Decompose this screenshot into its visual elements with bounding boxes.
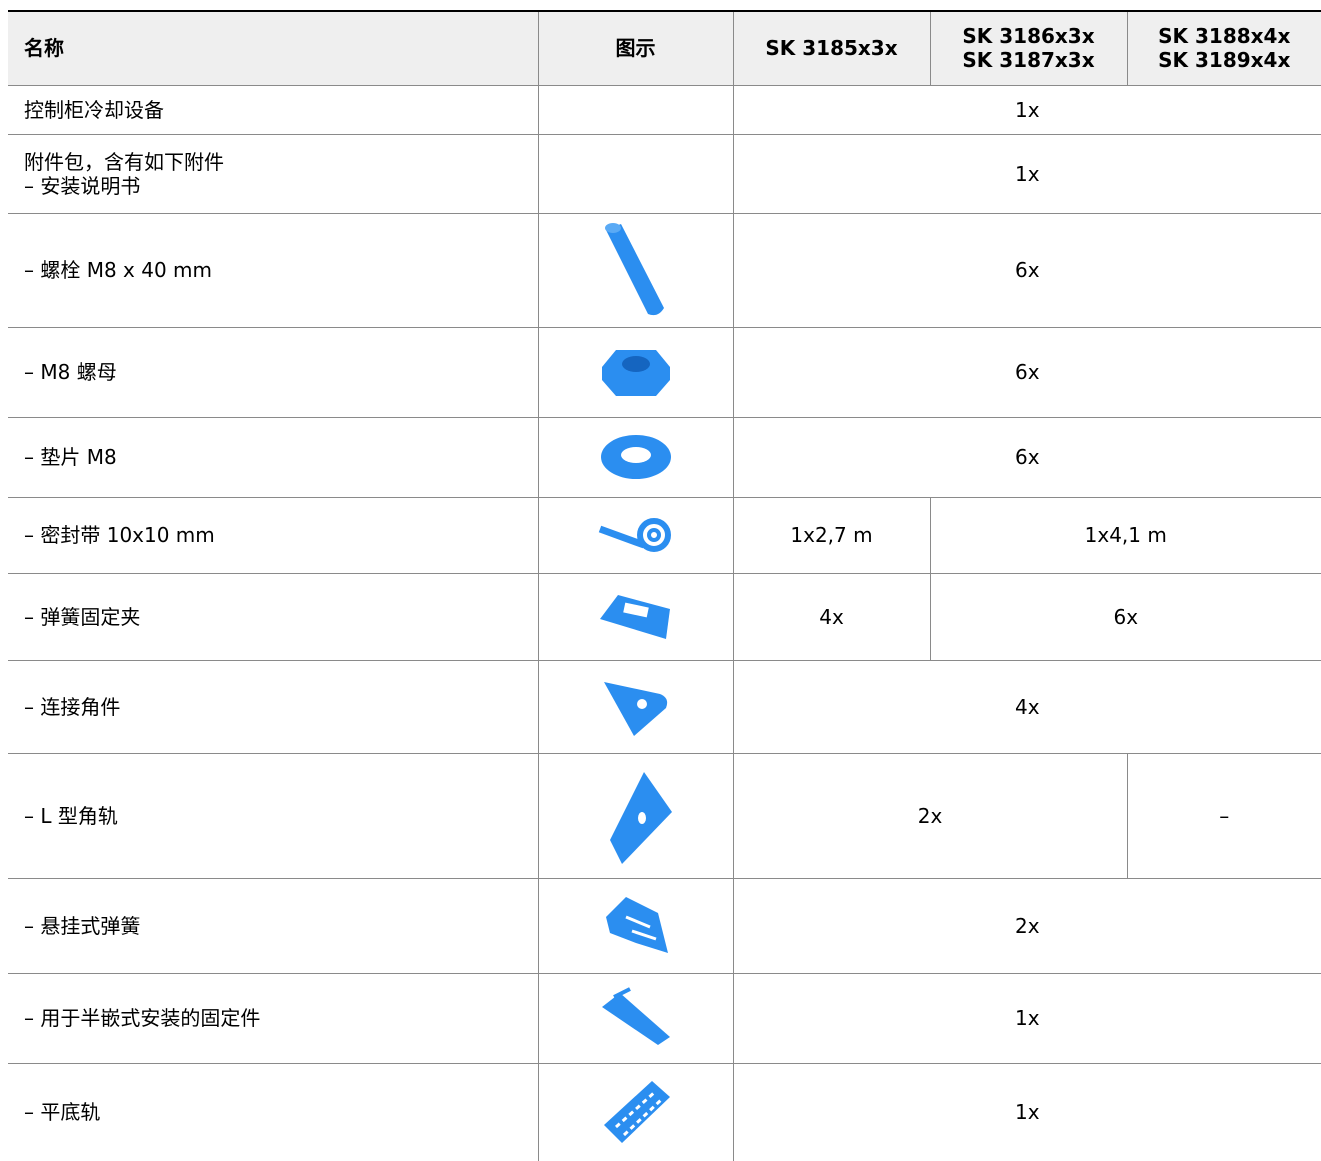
- row: – 用于半嵌式安装的固定件 1x: [8, 973, 1321, 1063]
- icon-cell: [538, 497, 733, 573]
- name-cell: – 用于半嵌式安装的固定件: [8, 973, 538, 1063]
- name: – L 型角轨: [24, 804, 538, 828]
- seal-icon: [596, 515, 676, 555]
- icon-cell: [538, 327, 733, 417]
- row: – L 型角轨 2x–: [8, 753, 1321, 878]
- mount-icon: [596, 987, 676, 1049]
- name: – 悬挂式弹簧: [24, 914, 538, 938]
- qty: 6x: [733, 327, 1321, 417]
- qty: 1x2,7 m: [733, 497, 930, 573]
- name-cell: – L 型角轨: [8, 753, 538, 878]
- nut-icon: [596, 342, 676, 402]
- name-cell: 控制柜冷却设备: [8, 85, 538, 134]
- icon-cell: [538, 85, 733, 134]
- qty: 4x: [733, 573, 930, 660]
- name-cell: – 密封带 10x10 mm: [8, 497, 538, 573]
- name: – 安装说明书: [24, 174, 538, 198]
- header-cell: SK 3185x3x: [733, 11, 930, 85]
- name: – 用于半嵌式安装的固定件: [24, 1006, 538, 1030]
- qty: 6x: [733, 213, 1321, 327]
- name-cell: – M8 螺母: [8, 327, 538, 417]
- qty: 2x: [733, 753, 1127, 878]
- header-line: SK 3188x4x: [1128, 24, 1321, 48]
- icon-cell: [538, 213, 733, 327]
- name-cell: – 弹簧固定夹: [8, 573, 538, 660]
- washer-icon: [596, 432, 676, 482]
- header-line: SK 3187x3x: [931, 48, 1127, 72]
- flat-rail-icon: [596, 1077, 676, 1147]
- icon-cell: [538, 973, 733, 1063]
- header-line: SK 3186x3x: [931, 24, 1127, 48]
- name-cell: – 垫片 M8: [8, 417, 538, 497]
- icon-cell: [538, 878, 733, 973]
- qty: 6x: [733, 417, 1321, 497]
- row: – 垫片 M8 6x: [8, 417, 1321, 497]
- corner-icon: [596, 674, 676, 740]
- header-cell: 图示: [538, 11, 733, 85]
- row: 附件包，含有如下附件– 安装说明书 1x: [8, 134, 1321, 213]
- icon-cell: [538, 660, 733, 753]
- row: – 平底轨 1x: [8, 1063, 1321, 1161]
- qty: 1x: [733, 1063, 1321, 1161]
- name: – 弹簧固定夹: [24, 605, 538, 629]
- qty: 4x: [733, 660, 1321, 753]
- name-cell: – 连接角件: [8, 660, 538, 753]
- name: – 垫片 M8: [24, 445, 538, 469]
- icon-cell: [538, 573, 733, 660]
- row: – 连接角件 4x: [8, 660, 1321, 753]
- name: – 密封带 10x10 mm: [24, 523, 538, 547]
- row: – 悬挂式弹簧 2x: [8, 878, 1321, 973]
- name: 控制柜冷却设备: [24, 98, 538, 122]
- qty: 1x: [733, 85, 1321, 134]
- icon-cell: [538, 134, 733, 213]
- bolt-icon: [596, 220, 676, 320]
- row: – 螺栓 M8 x 40 mm 6x: [8, 213, 1321, 327]
- qty: 1x: [733, 134, 1321, 213]
- name: – 平底轨: [24, 1100, 538, 1124]
- row: 控制柜冷却设备 1x: [8, 85, 1321, 134]
- qty: –: [1127, 753, 1321, 878]
- icon-cell: [538, 1063, 733, 1161]
- name: 附件包，含有如下附件: [24, 150, 538, 174]
- name-cell: – 螺栓 M8 x 40 mm: [8, 213, 538, 327]
- name: – 连接角件: [24, 695, 538, 719]
- spring-icon: [596, 893, 676, 959]
- name-cell: 附件包，含有如下附件– 安装说明书: [8, 134, 538, 213]
- clip-icon: [596, 589, 676, 645]
- row: – M8 螺母 6x: [8, 327, 1321, 417]
- icon-cell: [538, 753, 733, 878]
- qty: 6x: [930, 573, 1321, 660]
- qty: 1x4,1 m: [930, 497, 1321, 573]
- qty: 1x: [733, 973, 1321, 1063]
- name: – 螺栓 M8 x 40 mm: [24, 258, 538, 282]
- header-cell: 名称: [8, 11, 538, 85]
- name-cell: – 悬挂式弹簧: [8, 878, 538, 973]
- header-line: SK 3189x4x: [1128, 48, 1321, 72]
- name-cell: – 平底轨: [8, 1063, 538, 1161]
- rail-icon: [596, 766, 676, 866]
- name: – M8 螺母: [24, 360, 538, 384]
- qty: 2x: [733, 878, 1321, 973]
- icon-cell: [538, 417, 733, 497]
